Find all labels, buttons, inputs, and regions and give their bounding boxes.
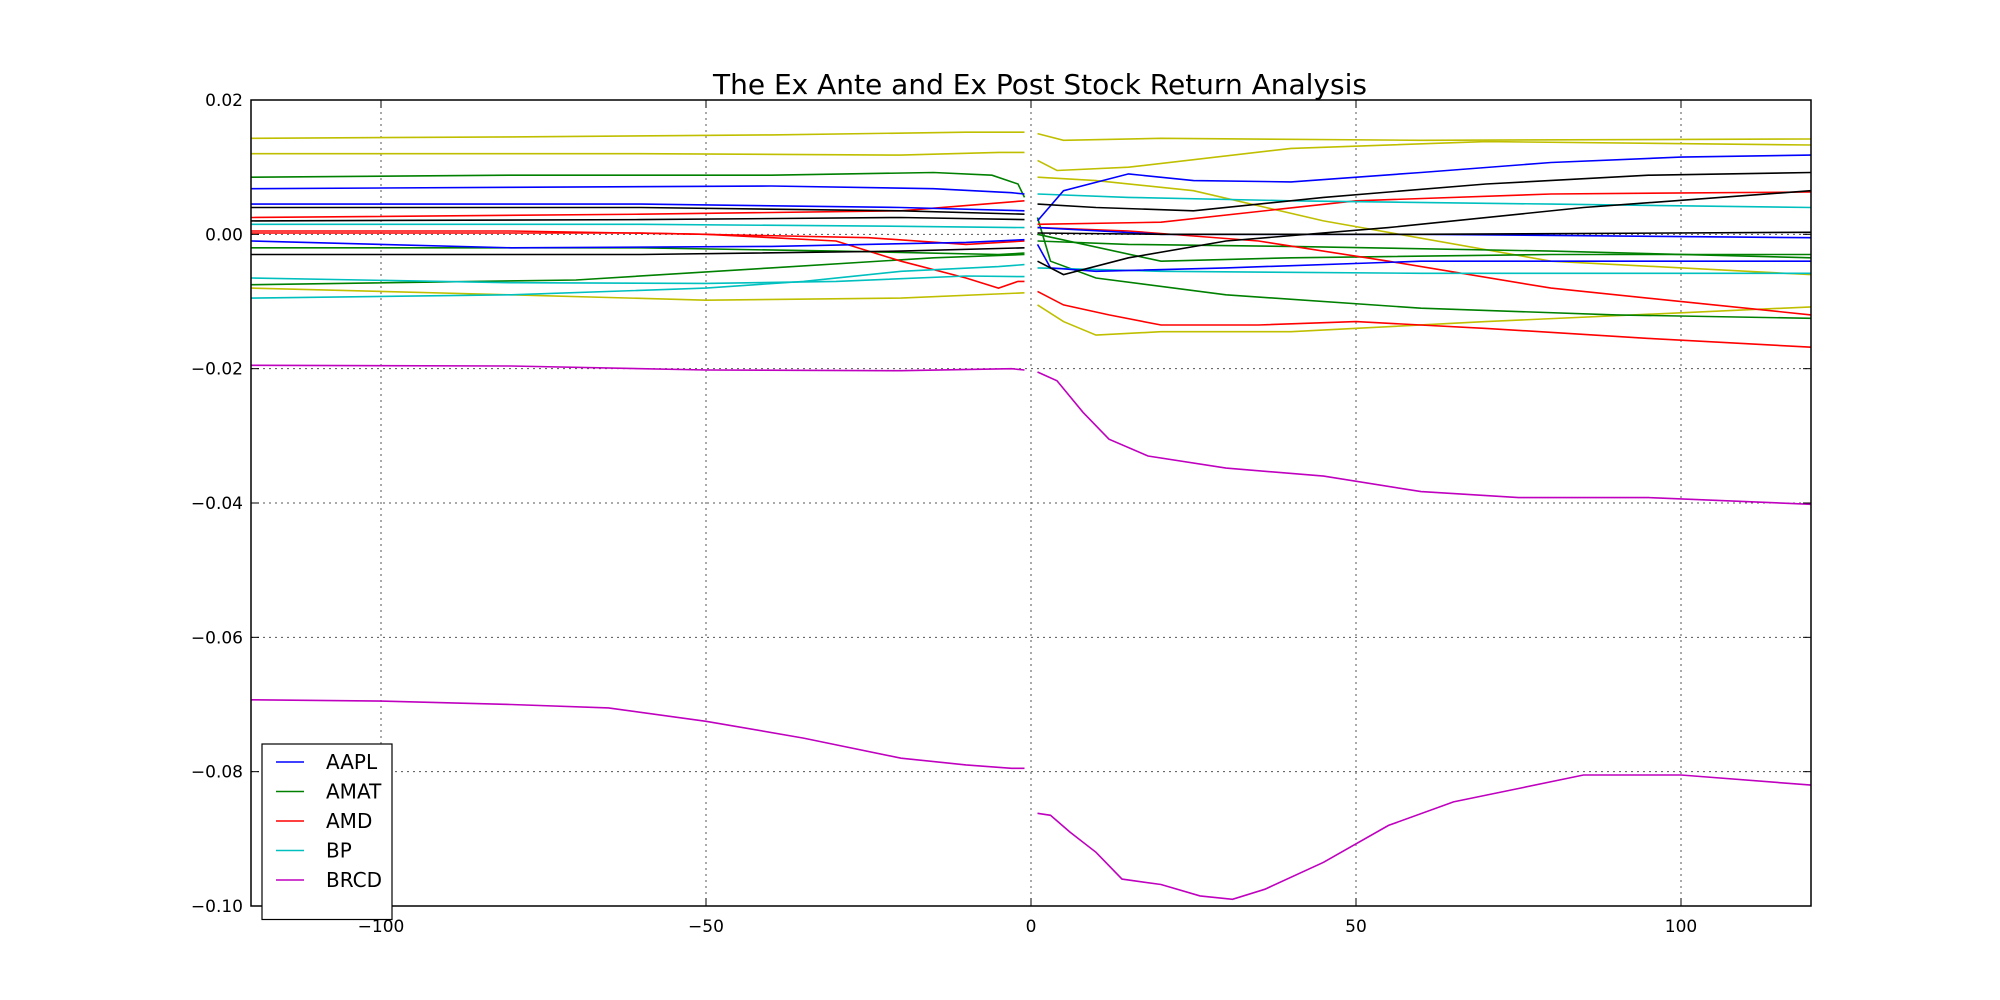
legend-label-bp: BP: [326, 839, 352, 863]
chart-title: The Ex Ante and Ex Post Stock Return Ana…: [712, 68, 1367, 101]
y-tick-label: −0.02: [191, 360, 243, 380]
series-line: [1036, 244, 1811, 273]
series-line: [1037, 304, 1812, 336]
x-tick-label: 0: [1026, 917, 1037, 937]
y-tick-label: −0.06: [191, 628, 243, 648]
series-line-brcd: [250, 699, 1025, 770]
series-line: [251, 232, 1025, 246]
series-line: [1037, 226, 1812, 316]
series-line-amd: [251, 230, 1025, 289]
y-tick-label: −0.08: [191, 763, 243, 783]
series-line: [1037, 189, 1812, 276]
x-tick-label: 50: [1345, 917, 1367, 937]
y-tick-label: −0.04: [191, 494, 243, 514]
series-line: [251, 223, 1025, 229]
x-tick-label: 100: [1665, 917, 1697, 937]
legend-label-amat: AMAT: [326, 780, 382, 804]
series-line: [250, 287, 1025, 302]
series-line: [1037, 231, 1812, 236]
series-line: [1037, 191, 1812, 226]
series-line: [1036, 217, 1812, 320]
series-line-brcd: [1037, 774, 1812, 901]
ticks: −100 −50 0 50 100 0.02 0.00 −0.02 −0.04 −0.06 −0.0…: [191, 91, 1811, 937]
series-line: [250, 263, 1025, 299]
series-line: [1037, 233, 1811, 263]
series-line: [251, 247, 1025, 256]
series-line-aapl: [250, 185, 1025, 195]
series-line: [250, 216, 1025, 222]
plot-frame: [250, 99, 1812, 907]
series-line-bp: [250, 275, 1025, 285]
series-line: [250, 200, 1025, 219]
legend-label-aapl: AAPL: [326, 750, 378, 774]
series-line-amat: [250, 171, 1026, 198]
y-tick-label: 0.00: [205, 225, 243, 245]
series-line: [251, 151, 1025, 156]
y-tick-label: 0.02: [205, 91, 243, 111]
series-line: [1037, 290, 1812, 348]
legend-box: [261, 743, 393, 921]
legend-label-brcd: BRCD: [326, 868, 382, 892]
series-line: [1037, 371, 1812, 506]
legend-label-amd: AMD: [326, 809, 372, 833]
series-line: [251, 206, 1025, 215]
series-line: [250, 364, 1025, 372]
series-line: [1036, 154, 1812, 222]
x-tick-label: −50: [688, 917, 724, 937]
x-tick-label: −100: [358, 917, 405, 937]
y-tick-label: −0.10: [191, 897, 243, 917]
series-line: [1037, 132, 1812, 142]
series-line: [251, 203, 1025, 212]
series-line: [1037, 267, 1811, 275]
legend: AAPL AMAT AMD BP BRCD: [261, 743, 393, 921]
series-line: [1037, 176, 1812, 276]
series-line: [1037, 171, 1812, 212]
series-group: [250, 131, 1812, 901]
series-line: [250, 238, 1025, 249]
series-line: [1037, 140, 1812, 172]
series-line: [250, 131, 1025, 140]
